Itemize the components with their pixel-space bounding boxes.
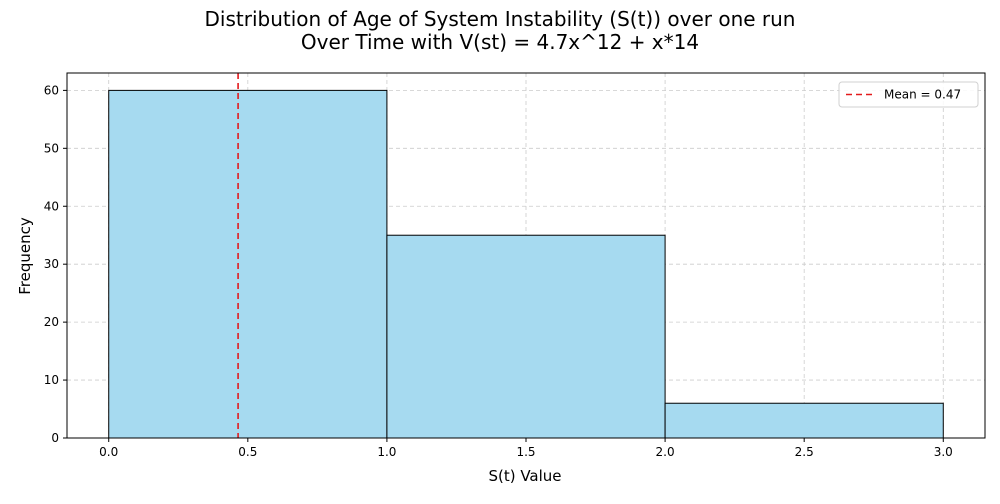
histogram-bar bbox=[386, 234, 666, 439]
y-tick-label: 0 bbox=[51, 431, 59, 445]
x-tick-label: 0.0 bbox=[99, 445, 118, 459]
x-tick-label: 2.0 bbox=[656, 445, 675, 459]
x-tick-label: 0.5 bbox=[238, 445, 257, 459]
x-axis-label: S(t) Value bbox=[488, 467, 561, 485]
y-tick-label: 10 bbox=[44, 373, 59, 387]
y-axis-ticks: 0 10 20 30 40 50 60 bbox=[44, 83, 67, 445]
y-tick-label: 60 bbox=[44, 83, 59, 97]
x-tick-label: 1.0 bbox=[377, 445, 396, 459]
x-tick-label: 3.0 bbox=[934, 445, 953, 459]
histogram-bar bbox=[664, 402, 944, 439]
legend-mean-label: Mean = 0.47 bbox=[884, 88, 961, 102]
chart-title-line-2: Over Time with V(st) = 4.7x^12 + x*14 bbox=[301, 30, 699, 54]
y-tick-label: 30 bbox=[44, 257, 59, 271]
histogram-bar bbox=[108, 89, 388, 439]
x-axis-ticks: 0.0 0.5 1.0 1.5 2.0 2.5 3.0 bbox=[99, 438, 953, 459]
y-tick-label: 50 bbox=[44, 141, 59, 155]
y-axis-label: Frequency bbox=[16, 217, 34, 295]
legend: Mean = 0.47 bbox=[838, 81, 979, 108]
y-tick-label: 20 bbox=[44, 315, 59, 329]
y-tick-label: 40 bbox=[44, 199, 59, 213]
chart-title-line-1: Distribution of Age of System Instabilit… bbox=[205, 7, 796, 31]
x-tick-label: 2.5 bbox=[795, 445, 814, 459]
histogram-bars bbox=[108, 89, 944, 439]
legend-box bbox=[838, 81, 979, 108]
x-tick-label: 1.5 bbox=[516, 445, 535, 459]
